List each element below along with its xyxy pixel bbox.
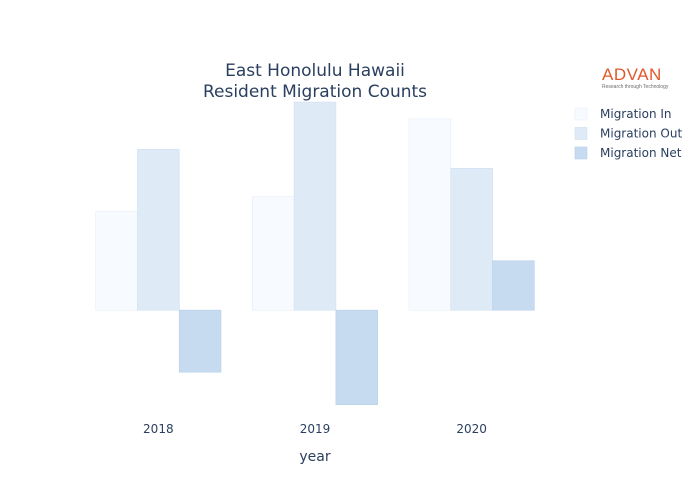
chart-title-line-1: East Honolulu Hawaii [225,61,405,81]
legend-label-migration-in[interactable]: Migration In [600,107,672,121]
bar-migration-in-2020 [408,118,452,311]
bar-migration-out-2018 [137,149,180,311]
bar-migration-out-2020 [450,168,493,311]
bar-migration-out-2019 [293,101,337,311]
x-tick-label-2019: 2019 [300,422,331,436]
logo-tagline: Research through Technology [602,84,669,90]
legend: Migration In Migration Out Migration Net [574,107,682,160]
bar-migration-net-2020 [492,260,535,311]
chart-title: East Honolulu Hawaii Resident Migration … [203,61,427,102]
legend-swatch-migration-out[interactable] [574,127,588,140]
bar-group [95,101,535,406]
logo-wordmark: ADVAN [602,65,662,84]
legend-swatch-migration-in[interactable] [574,107,588,121]
bar-migration-net-2018 [178,309,222,373]
legend-swatch-migration-net[interactable] [574,146,588,160]
x-tick-label-2020: 2020 [456,422,487,436]
x-tick-label-2018: 2018 [143,422,174,436]
x-axis-title: year [299,449,330,465]
legend-label-migration-net[interactable]: Migration Net [600,146,682,160]
x-tick-labels: 2018 2019 2020 [143,422,487,436]
bar-migration-net-2019 [335,309,378,406]
bar-migration-in-2018 [95,211,138,311]
bar-migration-in-2019 [252,196,295,311]
advan-logo: ADVAN Research through Technology [602,65,672,91]
legend-label-migration-out[interactable]: Migration Out [600,127,682,141]
chart-title-line-2: Resident Migration Counts [203,82,427,102]
